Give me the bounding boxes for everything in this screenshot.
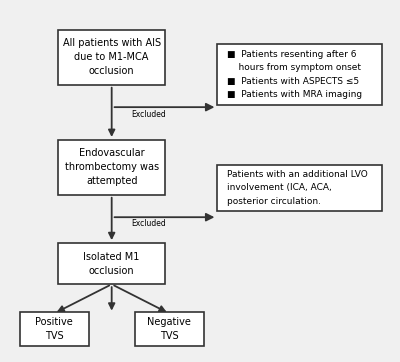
- FancyBboxPatch shape: [217, 45, 382, 105]
- Text: Excluded: Excluded: [131, 110, 166, 118]
- FancyBboxPatch shape: [58, 140, 166, 195]
- Text: Excluded: Excluded: [131, 219, 166, 228]
- FancyBboxPatch shape: [58, 30, 166, 85]
- Text: Positive
TVS: Positive TVS: [35, 317, 73, 341]
- Text: Patients with an additional LVO
involvement (ICA, ACA,
posterior circulation.: Patients with an additional LVO involvem…: [227, 170, 368, 206]
- FancyBboxPatch shape: [217, 165, 382, 211]
- FancyBboxPatch shape: [58, 243, 166, 284]
- Text: Isolated M1
occlusion: Isolated M1 occlusion: [84, 252, 140, 275]
- Text: ■  Patients resenting after 6
    hours from symptom onset
■  Patients with ASPE: ■ Patients resenting after 6 hours from …: [227, 50, 362, 99]
- FancyBboxPatch shape: [135, 312, 204, 346]
- Text: Negative
TVS: Negative TVS: [147, 317, 191, 341]
- Text: All patients with AIS
due to M1-MCA
occlusion: All patients with AIS due to M1-MCA occl…: [63, 38, 161, 76]
- Text: Endovascular
thrombectomy was
attempted: Endovascular thrombectomy was attempted: [65, 148, 159, 186]
- FancyBboxPatch shape: [20, 312, 89, 346]
